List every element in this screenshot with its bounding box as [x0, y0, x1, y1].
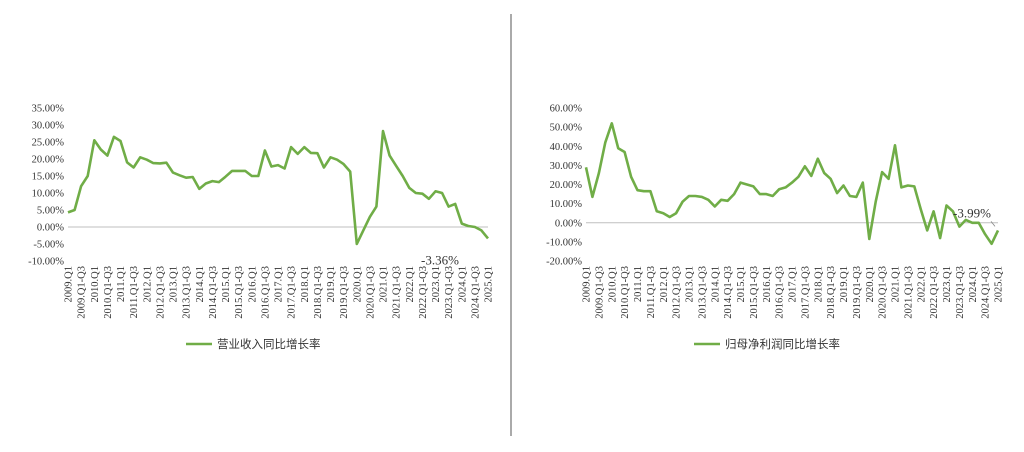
x-tick-label: 2011.Q1	[633, 266, 644, 302]
x-tick-label: 2009.Q1	[64, 266, 75, 302]
x-tick-label: 2017.Q1-Q3	[287, 266, 298, 319]
x-tick-label: 2013.Q1-Q3	[182, 266, 193, 319]
x-tick-label: 2009.Q1-Q3	[594, 266, 605, 319]
x-tick-label: 2010.Q1	[90, 266, 101, 302]
x-tick-label: 2021.Q1	[891, 266, 902, 302]
y-tick-label: 5.00%	[37, 206, 64, 217]
x-tick-label: 2023.Q1	[942, 266, 953, 302]
y-tick-label: 20.00%	[550, 180, 583, 191]
x-tick-label: 2012.Q1-Q3	[672, 266, 683, 319]
y-tick-label: -10.00%	[28, 257, 64, 268]
y-tick-label: 35.00%	[32, 104, 65, 115]
x-tick-label: 2025.Q1	[484, 266, 495, 302]
x-tick-label: 2012.Q1	[659, 266, 670, 302]
x-tick-label: 2022.Q1	[916, 266, 927, 302]
x-tick-label: 2016.Q1	[762, 266, 773, 302]
x-tick-label: 2017.Q1	[274, 266, 285, 302]
net-profit-growth-chart: 60.00% 50.00% 40.00% 30.00% 20.00% 10.00% 0.00…	[546, 104, 1004, 352]
x-tick-label: 2012.Q1	[142, 266, 153, 302]
x-tick-label: 2021.Q1	[379, 266, 390, 302]
y-tick-label: 10.00%	[32, 189, 65, 200]
x-tick-label: 2019.Q1	[839, 266, 850, 302]
x-tick-label: 2014.Q1	[195, 266, 206, 302]
y-tick-label: 20.00%	[32, 155, 65, 166]
x-tick-label: 2018.Q1-Q3	[826, 266, 837, 319]
y-tick-label: 40.00%	[550, 142, 583, 153]
y-tick-label: -20.00%	[546, 257, 582, 268]
x-tick-label: 2016.Q1-Q3	[775, 266, 786, 319]
x-tick-label: 2018.Q1	[300, 266, 311, 302]
end-label-leader	[990, 221, 996, 227]
legend-label: 营业收入同比增长率	[217, 337, 321, 351]
x-tick-label: 2024.Q1	[968, 266, 979, 302]
x-tick-label: 2019.Q1-Q3	[339, 266, 350, 319]
x-tick-label: 2013.Q1-Q3	[697, 266, 708, 319]
x-tick-label: 2015.Q1-Q3	[234, 266, 245, 319]
x-tick-label: 2014.Q1-Q3	[208, 266, 219, 319]
x-tick-label: 2020.Q1-Q3	[878, 266, 889, 319]
x-tick-label: 2023.Q1-Q3	[955, 266, 966, 319]
x-tick-label: 2024.Q1-Q3	[981, 266, 992, 319]
x-tick-label: 2009.Q1	[582, 266, 593, 302]
x-tick-label: 2018.Q1-Q3	[313, 266, 324, 319]
revenue-growth-chart: 35.00% 30.00% 25.00% 20.00% 15.00% 10.00% 5.00…	[28, 104, 494, 352]
x-tick-label: 2011.Q1	[116, 266, 127, 302]
legend-label: 归母净利润同比增长率	[725, 337, 840, 351]
x-tick-label: 2024.Q1-Q3	[470, 266, 481, 319]
end-value-label: -3.36%	[421, 252, 459, 267]
x-tick-label: 2020.Q1	[352, 266, 363, 302]
y-tick-label: 10.00%	[550, 199, 583, 210]
x-tick-label: 2011.Q1-Q3	[646, 266, 657, 318]
y-tick-label: 25.00%	[32, 138, 65, 149]
y-tick-label: 0.00%	[555, 218, 582, 229]
x-tick-label: 2016.Q1-Q3	[260, 266, 271, 319]
x-tick-label: 2013.Q1	[169, 266, 180, 302]
y-tick-label: 50.00%	[550, 123, 583, 134]
x-tick-label: 2023.Q1-Q3	[444, 266, 455, 319]
y-tick-label: 60.00%	[550, 104, 583, 115]
y-tick-label: -5.00%	[33, 240, 64, 251]
x-tick-label: 2018.Q1	[813, 266, 824, 302]
x-tick-label: 2009.Q1-Q3	[77, 266, 88, 319]
x-tick-label: 2023.Q1	[431, 266, 442, 302]
x-tick-label: 2011.Q1-Q3	[129, 266, 140, 318]
x-tick-label: 2015.Q1	[221, 266, 232, 302]
x-tick-label: 2016.Q1	[247, 266, 258, 302]
x-tick-label: 2015.Q1	[736, 266, 747, 302]
y-tick-label: 0.00%	[37, 223, 64, 234]
end-value-label: -3.99%	[953, 205, 991, 220]
x-tick-label: 2020.Q1	[865, 266, 876, 302]
x-tick-label: 2021.Q1-Q3	[903, 266, 914, 319]
x-tick-label: 2017.Q1-Q3	[800, 266, 811, 319]
x-tick-label: 2010.Q1-Q3	[103, 266, 114, 319]
x-tick-label: 2012.Q1-Q3	[155, 266, 166, 319]
series-line	[67, 129, 490, 246]
x-tick-label: 2021.Q1-Q3	[392, 266, 403, 319]
y-tick-label: 30.00%	[32, 121, 65, 132]
x-tick-label: 2019.Q1	[326, 266, 337, 302]
x-tick-label: 2022.Q1-Q3	[418, 266, 429, 319]
x-tick-label: 2024.Q1	[457, 266, 468, 302]
y-tick-label: 15.00%	[32, 172, 65, 183]
x-tick-label: 2019.Q1-Q3	[852, 266, 863, 319]
x-tick-label: 2015.Q1-Q3	[749, 266, 760, 319]
x-tick-label: 2010.Q1	[607, 266, 618, 302]
y-tick-label: -10.00%	[546, 237, 582, 248]
x-tick-label: 2017.Q1	[788, 266, 799, 302]
x-tick-label: 2025.Q1	[994, 266, 1005, 302]
x-tick-label: 2010.Q1-Q3	[620, 266, 631, 319]
x-tick-label: 2020.Q1-Q3	[365, 266, 376, 319]
x-tick-label: 2013.Q1	[685, 266, 696, 302]
x-tick-label: 2014.Q1	[710, 266, 721, 302]
y-tick-label: 30.00%	[550, 161, 583, 172]
x-tick-label: 2022.Q1	[405, 266, 416, 302]
x-tick-label: 2022.Q1-Q3	[929, 266, 940, 319]
series-line	[584, 122, 1000, 246]
x-tick-label: 2014.Q1-Q3	[723, 266, 734, 319]
